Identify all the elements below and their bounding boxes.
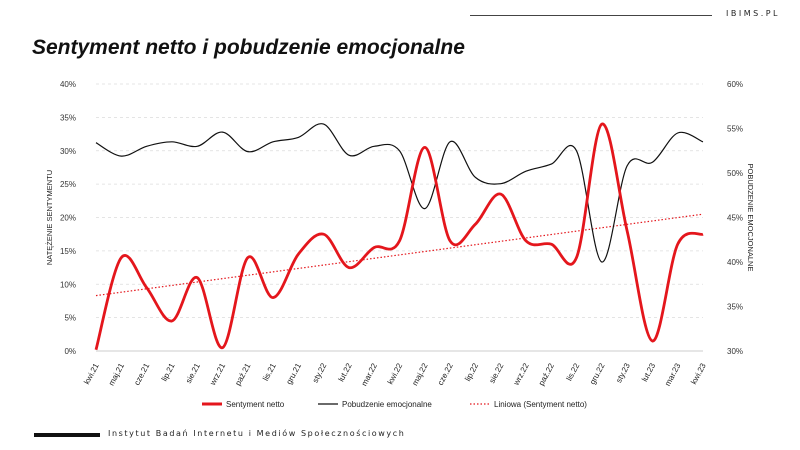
x-tick-label: cze.21 (132, 361, 151, 387)
series-line-pobudzenie (95, 123, 704, 263)
y-tick-right: 60% (727, 80, 743, 89)
y-tick-right: 35% (727, 303, 743, 312)
x-tick-label: sie.22 (487, 361, 505, 385)
x-tick-label: kwi.22 (386, 361, 405, 386)
x-tick-label: kwi.23 (689, 361, 708, 386)
legend-label: Pobudzenie emocjonalne (342, 400, 432, 409)
x-tick-label: lut.22 (337, 361, 354, 383)
x-tick-label: sty.23 (614, 361, 632, 384)
brand-logo: IBIMS.PL (726, 9, 781, 18)
y-tick-right: 50% (727, 169, 743, 178)
x-tick-label: lut.23 (640, 361, 657, 383)
y-tick-left: 35% (60, 113, 76, 122)
y-tick-left: 20% (60, 214, 76, 223)
y-tick-left: 40% (60, 80, 76, 89)
y-tick-left: 0% (64, 347, 76, 356)
x-tick-label: kwi.21 (82, 361, 101, 386)
x-tick-label: wrz.21 (208, 361, 228, 387)
trend-line (95, 213, 704, 297)
y-tick-left: 30% (60, 147, 76, 156)
x-tick-label: sty.22 (311, 361, 329, 384)
x-tick-label: mar.22 (360, 361, 380, 387)
footer-text: Instytut Badań Internetu i Mediów Społec… (108, 429, 406, 438)
x-tick-label: sie.21 (184, 361, 202, 385)
x-tick-label: paź.21 (233, 361, 252, 387)
y-tick-right: 45% (727, 214, 743, 223)
x-tick-label: gru.21 (285, 361, 304, 386)
y-tick-right: 55% (727, 125, 743, 134)
y-tick-left: 15% (60, 247, 76, 256)
top-rule (470, 15, 712, 16)
y-axis-title-left: NATĘŻENIE SENTYMENTU (45, 170, 54, 265)
x-tick-label: mar.23 (663, 361, 683, 387)
x-tick-label: lip.21 (160, 361, 177, 383)
chart-title: Sentyment netto i pobudzenie emocjonalne (32, 36, 465, 59)
y-tick-left: 10% (60, 280, 76, 289)
y-tick-right: 30% (727, 347, 743, 356)
y-tick-left: 25% (60, 180, 76, 189)
x-tick-label: paź.22 (537, 361, 556, 387)
x-tick-label: lip.22 (463, 361, 480, 383)
footer-bar (34, 433, 100, 437)
y-axis-title-right: POBUDZENIE EMOCJONALNE (746, 164, 755, 272)
x-tick-label: gru.22 (588, 361, 607, 386)
legend-label: Sentyment netto (226, 400, 285, 409)
x-tick-label: lis.22 (565, 361, 582, 382)
y-tick-left: 5% (64, 314, 76, 323)
x-tick-label: maj.22 (410, 361, 429, 387)
x-tick-label: cze.22 (436, 361, 455, 387)
x-tick-label: wrz.22 (511, 361, 531, 387)
series-line-sentyment (94, 122, 704, 351)
x-tick-label: lis.21 (261, 361, 278, 382)
x-tick-label: maj.21 (107, 361, 126, 387)
y-tick-right: 40% (727, 258, 743, 267)
legend-label: Liniowa (Sentyment netto) (494, 400, 587, 409)
